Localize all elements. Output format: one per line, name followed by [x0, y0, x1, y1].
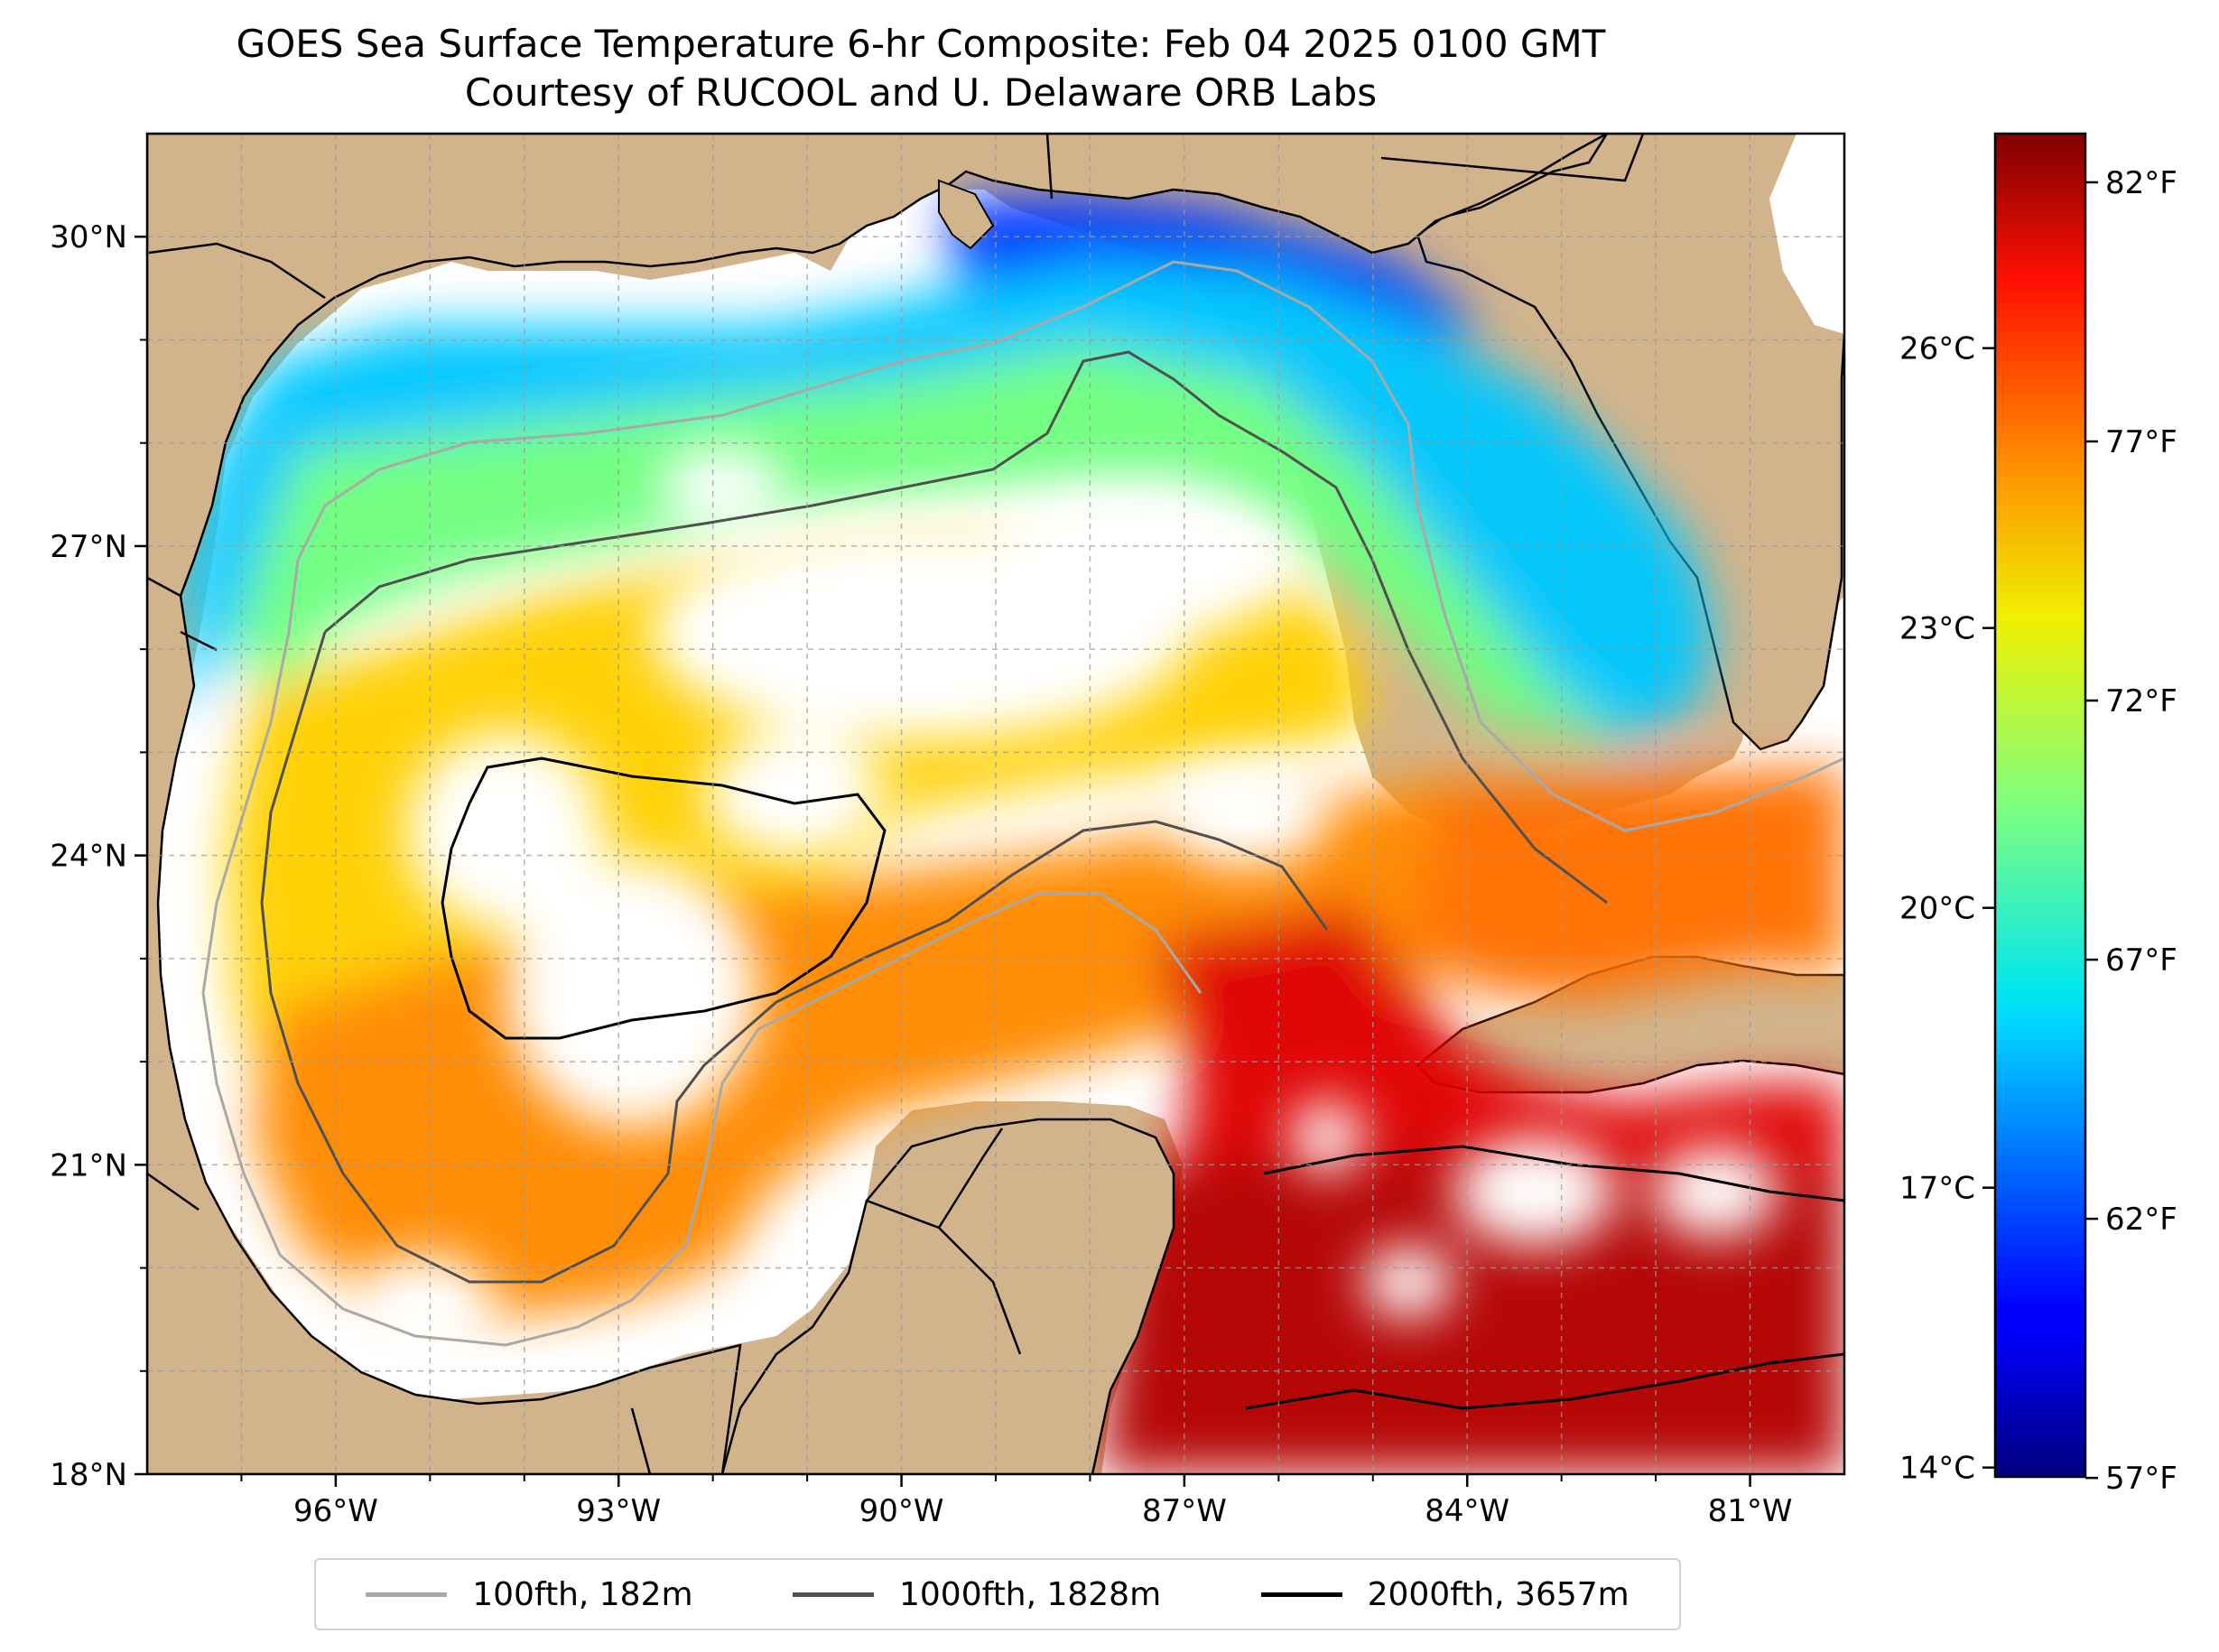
- political-borders: [147, 134, 1645, 1474]
- colorbar-f-label: 77°F: [2105, 424, 2177, 460]
- legend-label-1000fth: 1000fth, 1828m: [898, 1575, 1162, 1613]
- contour-1000fth-west: [260, 631, 1329, 1284]
- contour-1000fth: [324, 350, 1608, 905]
- lat-tick-label: 30°N: [50, 219, 127, 255]
- legend-item-2000fth: 2000fth, 3657m: [1260, 1575, 1629, 1613]
- colorbar-c-label: 17°C: [1899, 1171, 1975, 1207]
- colorbar-ticks: 14°C 17°C 20°C 23°C 26°C 57°F 62°F 67°F 72°F 77°F…: [1899, 165, 2177, 1497]
- lat-tick-label: 27°N: [50, 529, 127, 565]
- colorbar-f-label: 67°F: [2105, 942, 2177, 979]
- colorbar-f-label: 62°F: [2105, 1202, 2177, 1238]
- legend-swatch-100fth: [366, 1592, 448, 1597]
- lon-tick-label: 81°W: [1708, 1493, 1793, 1529]
- sst-darkred-caribbean: [1101, 1155, 1844, 1474]
- land-mississippi-delta: [938, 179, 995, 250]
- legend-swatch-1000fth: [792, 1592, 874, 1597]
- lon-tick-label: 90°W: [859, 1493, 944, 1529]
- legend-label-100fth: 100fth, 182m: [472, 1575, 693, 1613]
- atlantic-strip: [1769, 134, 1844, 334]
- map-ticks: 96°W 93°W 90°W 87°W 84°W 81°W 18°N 21°N 24°N 27°N…: [50, 219, 1792, 1529]
- colorbar-f-label: 57°F: [2105, 1461, 2177, 1497]
- colorbar-c-label: 20°C: [1899, 891, 1975, 927]
- colorbar-c-label: 14°C: [1899, 1451, 1975, 1487]
- colorbar-c-label: 23°C: [1899, 611, 1975, 647]
- land-yucatan: [720, 1118, 1175, 1474]
- colorbar-f-label: 82°F: [2105, 165, 2177, 201]
- colorbar-c-label: 26°C: [1899, 331, 1975, 367]
- map-title: GOES Sea Surface Temperature 6-hr Compos…: [236, 22, 1606, 66]
- contour-100fth-west: [201, 559, 1202, 1347]
- colorbar: [1993, 132, 2087, 1479]
- map-area: [147, 134, 1844, 1474]
- lat-tick-label: 18°N: [50, 1457, 127, 1493]
- land-us-coast: [147, 134, 1608, 598]
- map-gridlines: [147, 134, 1844, 1474]
- lon-tick-label: 87°W: [1142, 1493, 1227, 1529]
- contour-2000fth: [441, 756, 887, 1040]
- lat-tick-label: 21°N: [50, 1147, 127, 1183]
- contour-legend: 100fth, 182m 1000fth, 1828m 2000fth, 365…: [314, 1558, 1681, 1630]
- legend-swatch-2000fth: [1260, 1592, 1342, 1597]
- legend-label-2000fth: 2000fth, 3657m: [1367, 1575, 1629, 1613]
- map-subtitle: Courtesy of RUCOOL and U. Delaware ORB L…: [464, 70, 1378, 115]
- legend-item-1000fth: 1000fth, 1828m: [792, 1575, 1162, 1613]
- lat-tick-label: 24°N: [50, 839, 127, 875]
- contour-100fth: [296, 260, 1844, 832]
- lon-tick-label: 96°W: [293, 1493, 378, 1529]
- lon-tick-label: 84°W: [1425, 1493, 1509, 1529]
- land-mexico: [147, 576, 742, 1474]
- colorbar-f-label: 72°F: [2105, 683, 2177, 719]
- legend-item-100fth: 100fth, 182m: [366, 1575, 693, 1613]
- sst-cyan-shelf: [181, 262, 1715, 740]
- lon-tick-label: 93°W: [576, 1493, 661, 1529]
- cloud-gaps: [352, 447, 1778, 1363]
